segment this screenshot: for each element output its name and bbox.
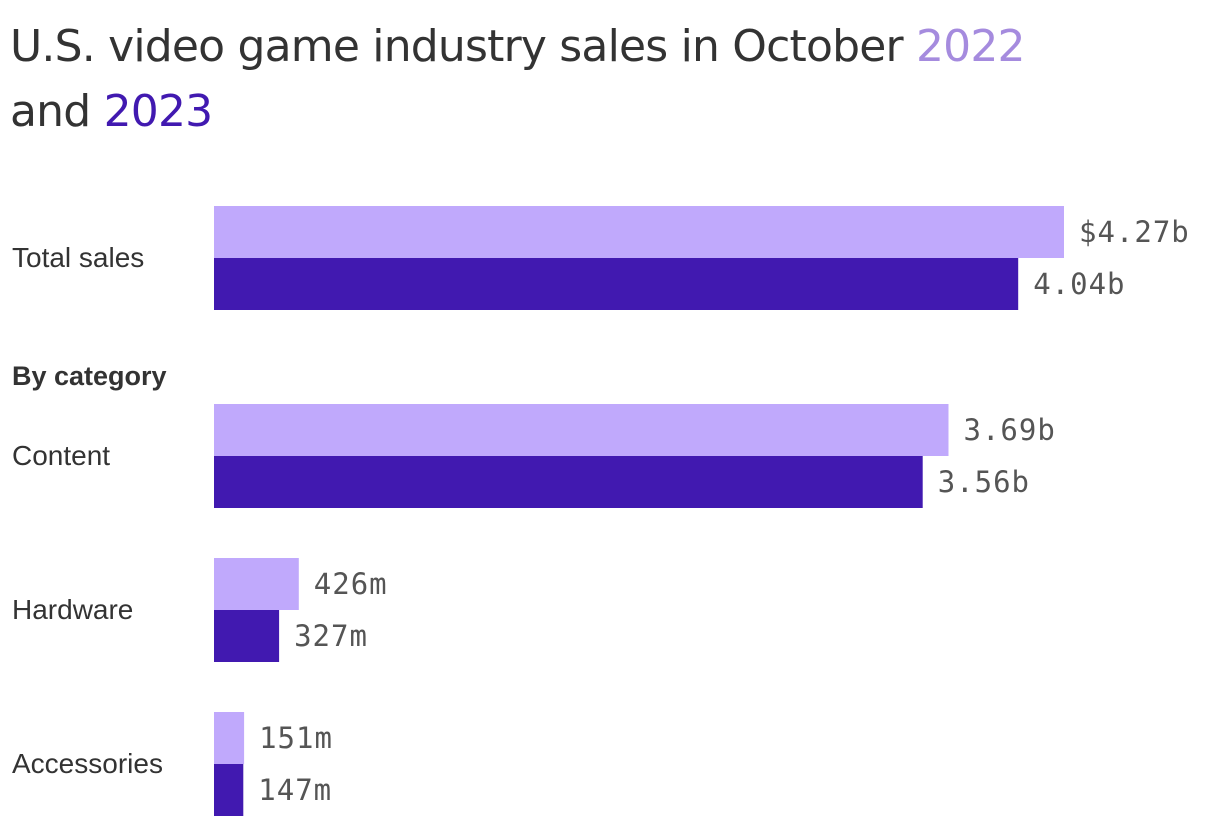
category-label-accessories: Accessories (12, 748, 163, 779)
bar-accessories-2023 (214, 764, 244, 816)
category-label-hardware: Hardware (12, 594, 133, 625)
value-label-total-sales-2022: $4.27b (1079, 215, 1190, 249)
value-label-hardware-2023: 327m (294, 619, 368, 653)
bar-hardware-2023 (214, 610, 280, 662)
category-label-content: Content (12, 440, 110, 471)
bar-accessories-2022 (214, 712, 245, 764)
title-middle: and (10, 86, 104, 137)
title-year-2023: 2023 (103, 86, 214, 137)
value-label-accessories-2023: 147m (258, 773, 332, 807)
section-label-by-category: By category (12, 361, 167, 391)
bar-content-2022 (214, 404, 949, 456)
value-label-content-2022: 3.69b (964, 413, 1056, 447)
bars-layer: Total sales $4.27b 4.04b Content 3.69b 3.56b H… (12, 206, 1190, 816)
value-label-accessories-2022: 151m (259, 721, 333, 755)
chart-title: U.S. video game industry sales in Octobe… (10, 14, 1200, 144)
value-label-content-2023: 3.56b (938, 465, 1030, 499)
bar-total-sales-2022 (214, 206, 1064, 258)
title-prefix: U.S. video game industry sales in Octobe… (10, 21, 916, 72)
title-year-2022: 2022 (915, 21, 1026, 72)
bar-total-sales-2023 (214, 258, 1019, 310)
bar-hardware-2022 (214, 558, 299, 610)
category-label-total-sales: Total sales (12, 242, 144, 273)
bar-content-2023 (214, 456, 923, 508)
value-label-total-sales-2023: 4.04b (1033, 267, 1125, 301)
value-label-hardware-2022: 426m (314, 567, 388, 601)
